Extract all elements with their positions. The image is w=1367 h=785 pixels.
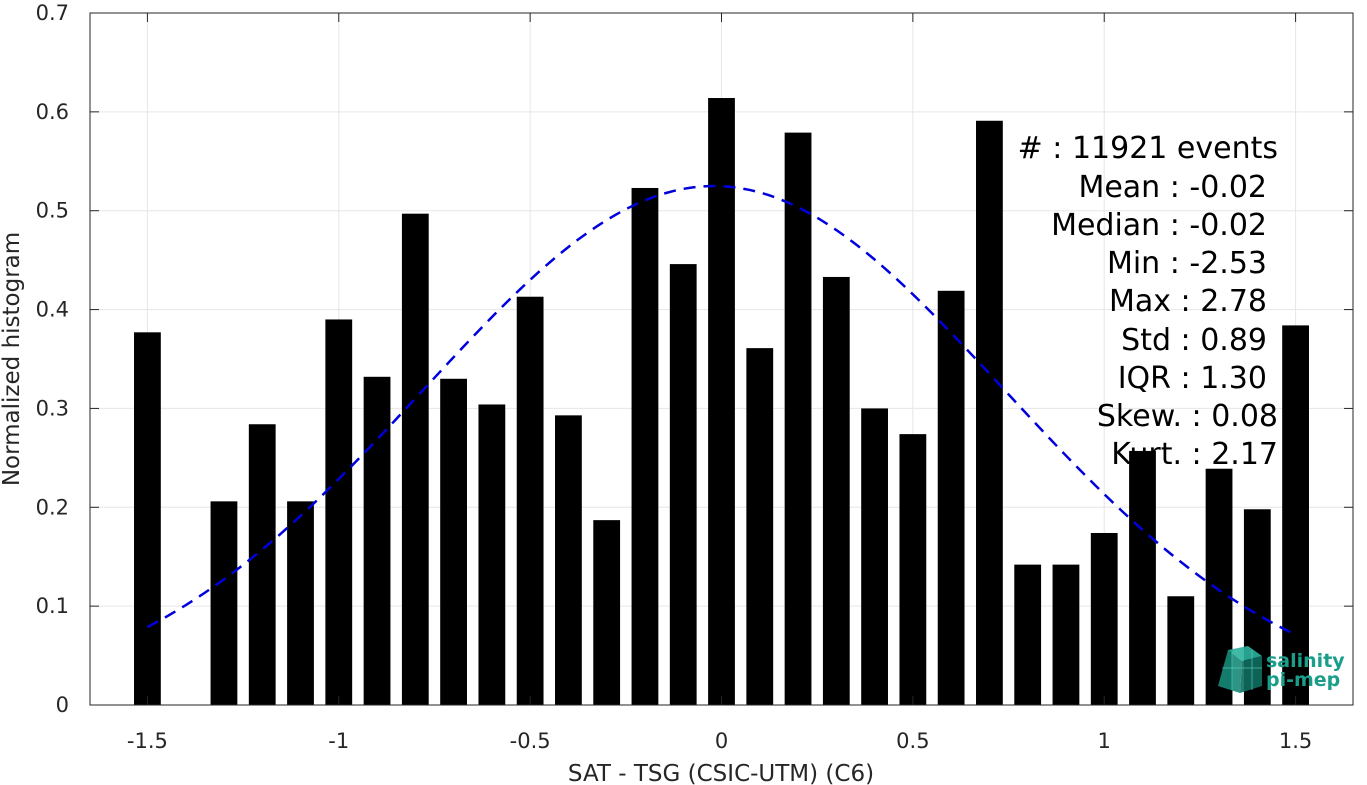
stats-max: Max : 2.78 [1109, 284, 1267, 319]
histogram-bar [1167, 596, 1195, 705]
bars [134, 98, 1309, 706]
histogram-bar [248, 424, 276, 705]
x-tick-label: 1.5 [1279, 729, 1312, 753]
y-tick-label: 0.4 [36, 298, 69, 322]
stats-skew: Skew. : 0.08 [1097, 399, 1278, 434]
stats-median: Median : -0.02 [1051, 208, 1267, 243]
histogram-bar [210, 501, 238, 705]
x-tick-label: -1 [328, 729, 349, 753]
histogram-bar [1052, 564, 1080, 705]
y-tick-label: 0.6 [36, 100, 69, 124]
histogram-bar [784, 132, 812, 706]
x-tick-label: 1 [1098, 729, 1111, 753]
histogram-bar [708, 98, 735, 705]
histogram-bar [976, 120, 1003, 706]
histogram-bar [1129, 450, 1156, 705]
logo-line2: pi-mep [1266, 669, 1340, 691]
stats-box: # : 11921 events Mean : -0.02 Median : -… [1018, 131, 1278, 472]
histogram-bar [363, 376, 391, 705]
histogram-bar [899, 434, 927, 705]
histogram-bar [325, 319, 353, 705]
axis-ticks [90, 12, 1353, 706]
histogram-bar [861, 408, 888, 705]
histogram-bar [478, 404, 506, 705]
histogram-bar [401, 213, 429, 705]
histogram-bar [746, 348, 774, 705]
x-axis-title: SAT - TSG (CSIC-UTM) (C6) [568, 761, 874, 785]
y-axis-title: Normalized histogram [0, 232, 25, 486]
histogram-bar [937, 290, 965, 705]
histogram-bar [822, 276, 850, 705]
stats-mean: Mean : -0.02 [1078, 170, 1267, 205]
y-tick-labels: 0 0.1 0.2 0.3 0.4 0.5 0.6 0.7 [36, 1, 69, 717]
logo-line1: salinity [1266, 650, 1345, 672]
stats-min: Min : -2.53 [1107, 246, 1267, 281]
histogram-bar [1014, 564, 1042, 705]
histogram-bar [516, 296, 544, 705]
stats-kurt: Kurt. : 2.17 [1111, 437, 1278, 472]
histogram-bar [134, 332, 161, 705]
y-tick-label: 0.7 [36, 1, 69, 25]
normal-fit-curve [146, 184, 1297, 636]
x-tick-label: -1.5 [127, 729, 168, 753]
y-tick-label: 0.1 [36, 594, 69, 618]
x-tick-label: -0.5 [510, 729, 551, 753]
stats-iqr: IQR : 1.30 [1118, 361, 1267, 396]
x-tick-label: 0 [715, 729, 728, 753]
y-tick-label: 0.5 [36, 199, 69, 223]
histogram-bar [631, 187, 659, 705]
x-tick-labels: -1.5 -1 -0.5 0 0.5 1 1.5 [127, 729, 1312, 753]
histogram-bar [555, 415, 582, 705]
histogram-bar [1282, 325, 1309, 705]
y-tick-label: 0.3 [36, 396, 69, 420]
histogram-bar [593, 520, 621, 705]
salinity-pimep-logo: salinity pi-mep [1218, 646, 1345, 693]
y-tick-label: 0.2 [36, 495, 69, 519]
histogram-bar [440, 378, 467, 705]
histogram-bar [1090, 532, 1118, 705]
histogram-bar [669, 264, 697, 705]
y-tick-label: 0 [56, 693, 69, 717]
cube-icon [1218, 646, 1262, 693]
x-tick-label: 0.5 [896, 729, 929, 753]
histogram-bar [287, 501, 314, 705]
stats-events: # : 11921 events [1018, 131, 1278, 166]
stats-std: Std : 0.89 [1121, 323, 1267, 358]
